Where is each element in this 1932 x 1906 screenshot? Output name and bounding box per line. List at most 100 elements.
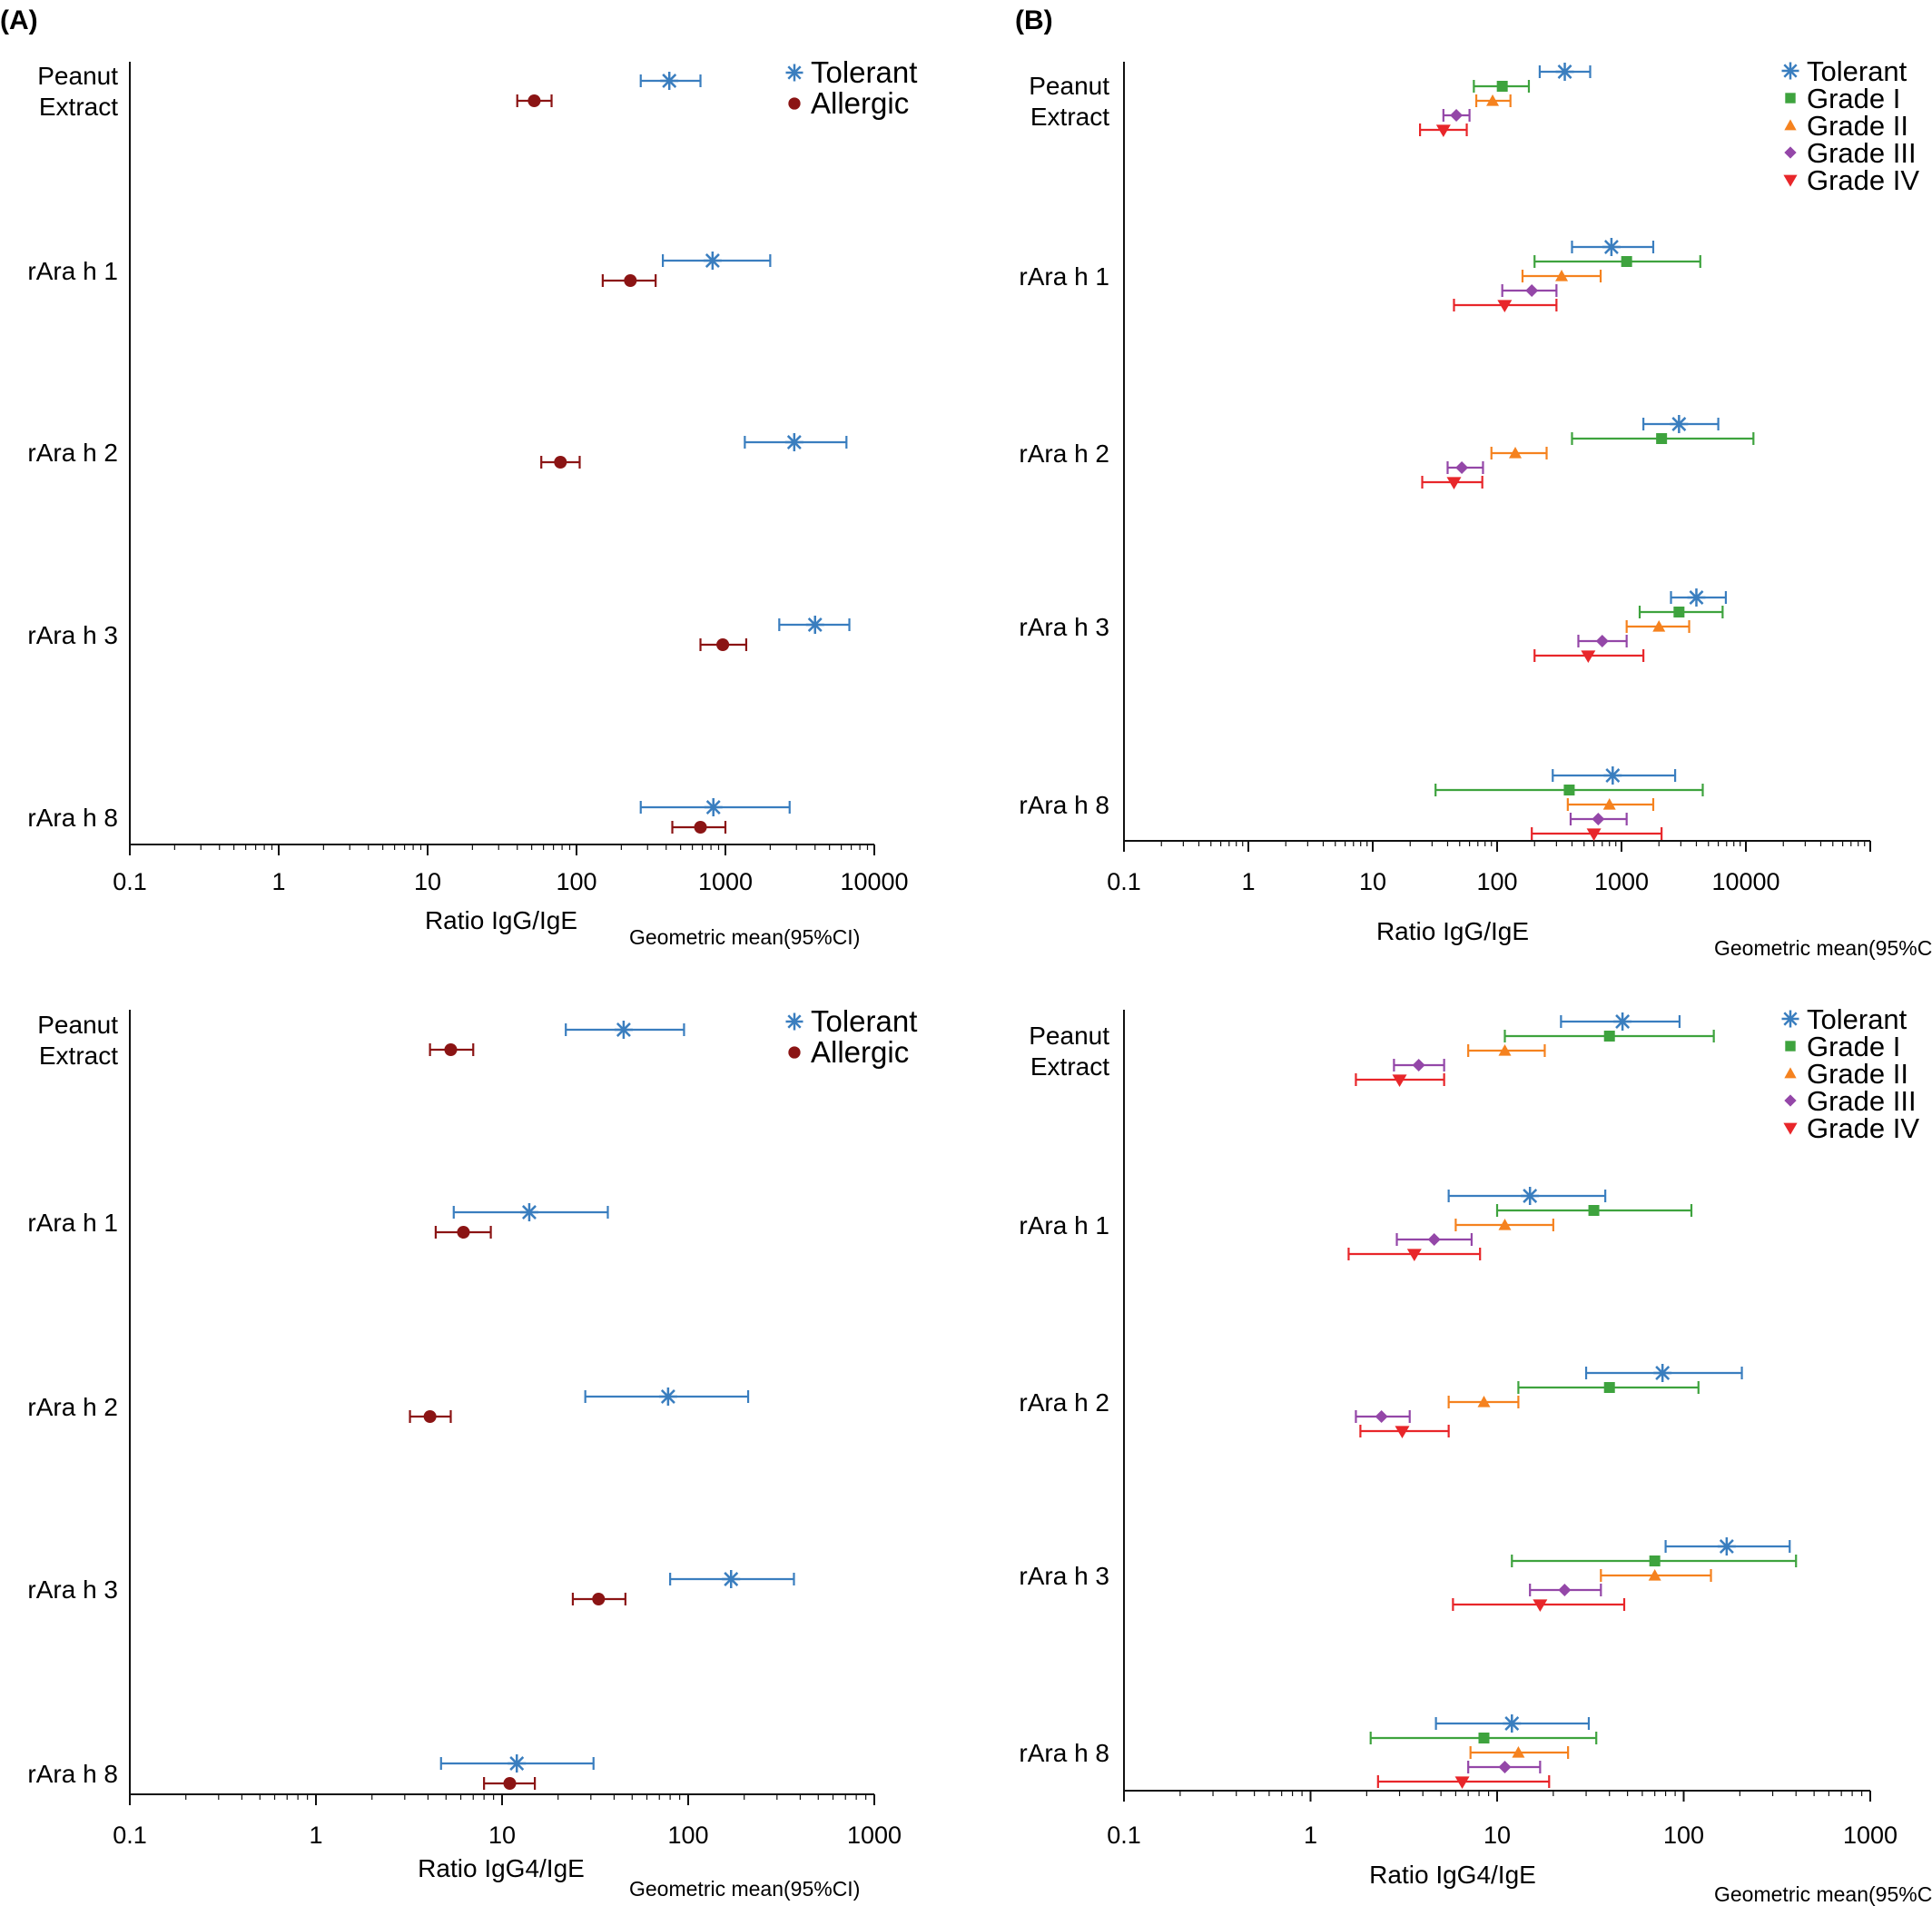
chart-b-igg: 0.1 1 10 100 1000 10000 Ratio IgG/IgE Geometric…: [1019, 55, 1932, 960]
mean-marker: [1478, 1733, 1490, 1743]
mean-marker: [1486, 94, 1500, 106]
mean-marker: [1613, 1012, 1632, 1031]
chart-a-igg4: 0.1 1 10 100 1000 Ratio IgG4/IgE Geometric mea…: [27, 1004, 917, 1901]
mean-marker: [1455, 461, 1469, 474]
legend-label: Grade IV: [1807, 1112, 1919, 1144]
panel-label-b: (B): [1015, 5, 1053, 35]
mean-marker: [1533, 1599, 1548, 1612]
legend-marker: [785, 1012, 803, 1031]
legend-marker: [1781, 1010, 1799, 1028]
legend-marker: [1781, 62, 1799, 80]
x-axis-title: Ratio IgG4/IgE: [418, 1854, 585, 1882]
mean-marker: [1454, 1776, 1470, 1789]
mean-marker: [716, 638, 730, 651]
mean-marker: [554, 456, 567, 469]
mean-marker: [658, 1388, 677, 1406]
mean-marker: [1375, 1410, 1388, 1423]
series-grade-ii: [1447, 1044, 1712, 1759]
mean-marker: [1477, 1396, 1491, 1407]
chart-a-igg: 0.1 1 10 100 1000 10000 Ratio IgG/IgE Geometric…: [27, 55, 917, 949]
x-tick-label: 1: [1241, 868, 1255, 895]
mean-marker: [614, 1021, 633, 1039]
x-tick-label: 10: [1484, 1822, 1511, 1849]
category-label: rAra h 2: [1019, 1388, 1109, 1417]
mean-marker: [1581, 650, 1596, 663]
category-label: rAra h 1: [27, 1209, 118, 1237]
x-tick-label: 1000: [847, 1822, 902, 1849]
mean-marker: [1588, 1205, 1600, 1216]
mean-marker: [1406, 1249, 1422, 1261]
legend-marker: [1785, 1041, 1796, 1052]
legend-label: Grade III: [1807, 1085, 1917, 1117]
x-tick-label: 1: [271, 868, 285, 895]
mean-marker: [1503, 1714, 1522, 1733]
series-allergic: [516, 94, 748, 834]
mean-marker: [1649, 1555, 1661, 1566]
mean-marker: [1525, 284, 1539, 297]
mean-marker: [1673, 607, 1685, 617]
x-tick-label: 100: [556, 868, 596, 895]
mean-marker: [1498, 1044, 1512, 1056]
category-label: rAra h 3: [27, 1575, 118, 1604]
mean-marker: [1602, 798, 1616, 810]
mean-marker: [508, 1754, 527, 1773]
legend-label: Tolerant: [811, 1004, 917, 1038]
mean-marker: [423, 1410, 437, 1423]
x-tick-label: 10: [1359, 868, 1386, 895]
series-tolerant: [1538, 63, 1728, 785]
series-grade-iii: [1355, 1059, 1602, 1773]
series-grade-i: [1434, 80, 1755, 796]
series-grade-iv: [1347, 1073, 1626, 1789]
category-label: rAra h 3: [27, 621, 118, 649]
series-allergic: [409, 1043, 626, 1790]
mean-marker: [1498, 1219, 1512, 1230]
mean-marker: [1586, 828, 1602, 841]
footnote: Geometric mean(95%CI): [629, 925, 860, 949]
category-label: rAra h 3: [1019, 1562, 1109, 1590]
chart-b-igg4: 0.1 1 10 100 1000 Ratio IgG4/IgE Geometric mea…: [1019, 1003, 1932, 1906]
mean-marker: [660, 72, 679, 90]
mean-marker: [527, 94, 541, 107]
mean-marker: [1555, 63, 1574, 81]
mean-marker: [1592, 813, 1605, 825]
x-tick-label: 1000: [1594, 868, 1649, 895]
series-tolerant: [639, 72, 851, 816]
mean-marker: [457, 1226, 470, 1239]
x-tick-label: 10000: [840, 868, 908, 895]
x-tick-label: 10: [488, 1822, 516, 1849]
x-tick-label: 100: [1476, 868, 1517, 895]
series-tolerant: [1434, 1012, 1791, 1733]
mean-marker: [1595, 635, 1609, 647]
mean-marker: [1602, 238, 1621, 256]
footnote: Geometric mean(95%CI): [629, 1877, 860, 1901]
mean-marker: [1555, 270, 1569, 281]
legend-label: Tolerant: [811, 55, 917, 89]
mean-marker: [592, 1593, 606, 1605]
legend-label: Grade I: [1807, 1031, 1900, 1062]
mean-marker: [1603, 766, 1622, 785]
x-tick-label: 0.1: [1107, 868, 1141, 895]
mean-marker: [1652, 620, 1666, 632]
category-label: rAra h 1: [1019, 1211, 1109, 1239]
footnote: Geometric mean(95%CI): [1714, 936, 1932, 960]
mean-marker: [1687, 588, 1706, 607]
mean-marker: [1603, 1382, 1615, 1393]
legend-marker: [1784, 119, 1797, 131]
legend-label: Grade I: [1807, 83, 1900, 114]
legend-marker: [785, 64, 803, 82]
x-tick-label: 1000: [698, 868, 753, 895]
panel-label-a: (A): [0, 5, 38, 35]
footnote: Geometric mean(95%CI): [1714, 1882, 1932, 1906]
legend-marker: [1784, 1094, 1797, 1107]
category-label: Peanut Extract: [37, 1011, 118, 1070]
category-label: rAra h 3: [1019, 613, 1109, 641]
mean-marker: [703, 252, 722, 270]
category-label: rAra h 2: [27, 1393, 118, 1421]
category-label: Peanut Extract: [1029, 72, 1109, 131]
legend-label: Grade IV: [1807, 164, 1919, 196]
mean-marker: [624, 274, 637, 287]
mean-marker: [694, 821, 707, 834]
